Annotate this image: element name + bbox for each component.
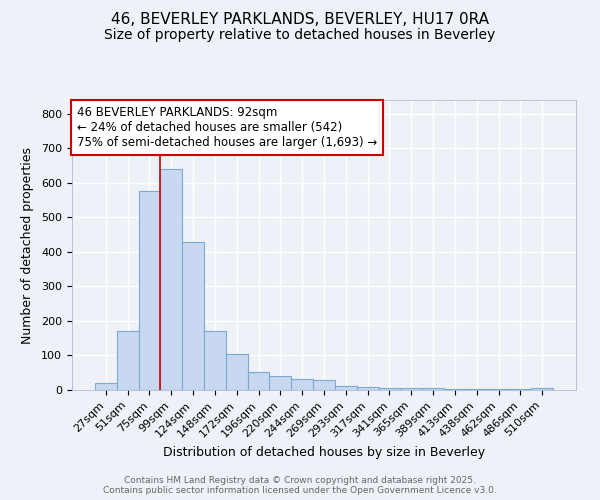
Bar (117, 332, 139, 390)
Bar (248, 372, 269, 390)
Text: Contains HM Land Registry data © Crown copyright and database right 2025.
Contai: Contains HM Land Registry data © Crown c… (103, 476, 497, 495)
Bar (335, 386, 357, 390)
Bar (357, 386, 379, 390)
Bar (160, 169, 182, 390)
Bar (379, 388, 400, 390)
Bar (313, 380, 335, 390)
Bar (139, 192, 160, 390)
Y-axis label: Number of detached properties: Number of detached properties (21, 146, 34, 344)
Text: 46, BEVERLEY PARKLANDS, BEVERLEY, HU17 0RA: 46, BEVERLEY PARKLANDS, BEVERLEY, HU17 0… (111, 12, 489, 28)
Bar (466, 389, 488, 390)
Bar (182, 242, 204, 390)
Text: Size of property relative to detached houses in Beverley: Size of property relative to detached ho… (104, 28, 496, 42)
Bar (422, 388, 444, 390)
Bar (204, 330, 226, 390)
Bar (95, 383, 117, 390)
Bar (269, 376, 291, 390)
Text: 46 BEVERLEY PARKLANDS: 92sqm
← 24% of detached houses are smaller (542)
75% of s: 46 BEVERLEY PARKLANDS: 92sqm ← 24% of de… (77, 106, 377, 149)
Bar (291, 378, 313, 390)
Bar (400, 388, 422, 390)
Bar (531, 388, 553, 390)
X-axis label: Distribution of detached houses by size in Beverley: Distribution of detached houses by size … (163, 446, 485, 458)
Bar (444, 388, 466, 390)
Bar (226, 354, 248, 390)
